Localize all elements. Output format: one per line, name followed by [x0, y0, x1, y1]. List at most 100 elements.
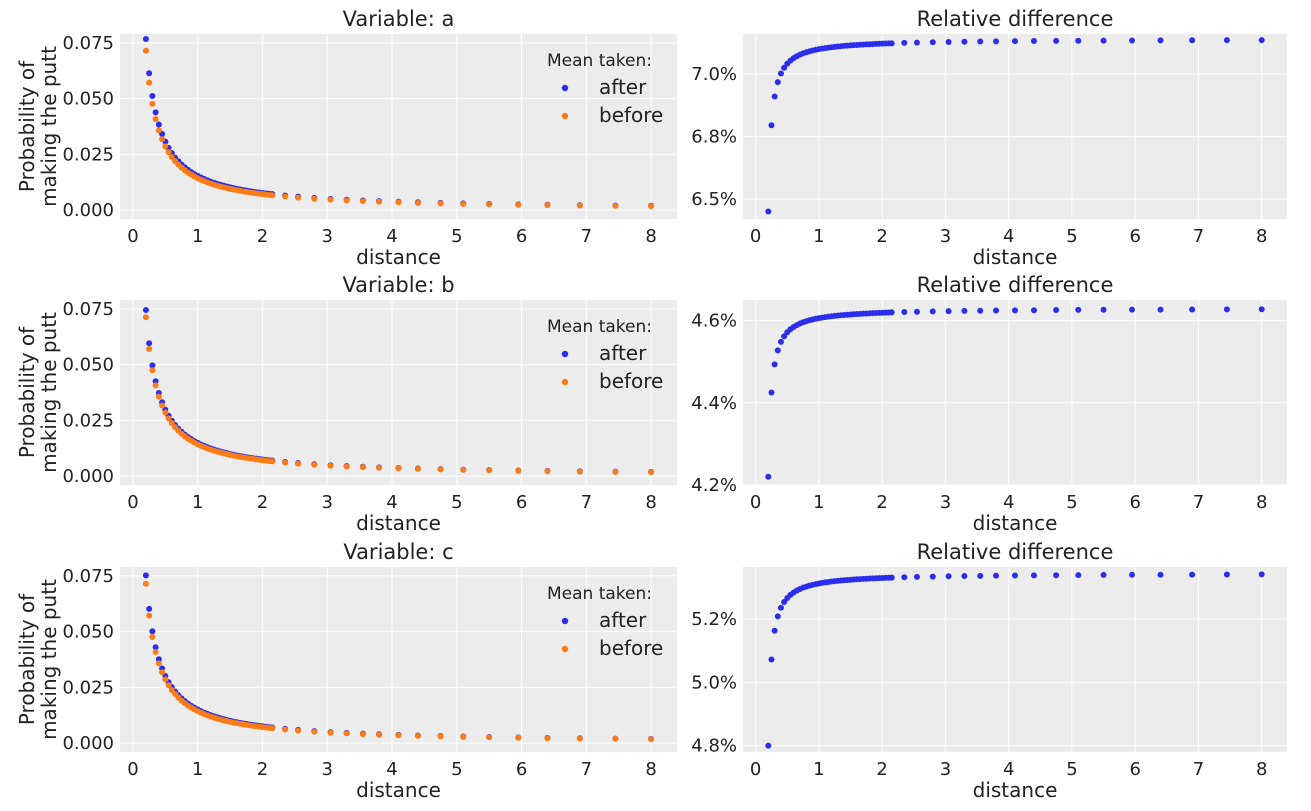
data-point [149, 93, 156, 100]
y-tick-label: 0.000 [62, 733, 114, 754]
data-point [544, 468, 551, 475]
x-tick-label: 0 [127, 759, 138, 780]
data-point [152, 644, 159, 651]
data-point [648, 203, 655, 210]
y-tick-label: 0.050 [62, 355, 114, 376]
plot-area [120, 567, 677, 752]
x-tick-label: 4 [386, 226, 397, 247]
x-tick-label: 6 [1129, 759, 1140, 780]
x-tick-label: 7 [1193, 492, 1204, 513]
data-point [165, 415, 172, 422]
data-point [1129, 571, 1136, 578]
legend-label-before: before [599, 636, 663, 660]
data-point [460, 466, 467, 473]
x-tick-label: 4 [1003, 226, 1014, 247]
x-tick-label: 8 [1256, 759, 1267, 780]
data-point [781, 599, 788, 606]
data-point [1223, 37, 1230, 44]
data-point [929, 573, 936, 580]
y-tick-label: 0.025 [62, 677, 114, 698]
x-tick-label: 7 [581, 492, 592, 513]
x-tick-label: 6 [516, 226, 527, 247]
plot-area [743, 567, 1287, 752]
x-tick-label: 6 [1129, 492, 1140, 513]
data-point [768, 389, 775, 396]
legend: Mean taken: after before [547, 51, 663, 127]
data-point [295, 194, 302, 201]
data-point [576, 202, 583, 209]
data-point [460, 200, 467, 207]
x-tick-label: 1 [813, 492, 824, 513]
data-point [159, 402, 166, 409]
data-point [359, 464, 366, 471]
data-point [414, 465, 421, 472]
data-point [162, 409, 169, 416]
data-point [1030, 572, 1037, 579]
data-point [1012, 307, 1018, 314]
x-tick-label: 1 [813, 759, 824, 780]
data-point [1012, 572, 1018, 579]
data-point [1030, 38, 1037, 45]
legend-marker-before [561, 378, 569, 386]
data-point [901, 574, 908, 581]
data-point [1075, 572, 1082, 579]
data-point [327, 462, 334, 469]
data-point [993, 307, 1000, 314]
data-point [977, 38, 984, 45]
data-point [359, 198, 366, 205]
data-point [155, 121, 162, 128]
data-point [515, 734, 522, 741]
data-point [146, 605, 153, 612]
data-point [1223, 306, 1230, 313]
y-tick-label: 4.4% [691, 393, 737, 414]
data-point [414, 199, 421, 206]
panel-5: Variable: c 0 1 2 3 4 5 6 7 8 0.000 0.025 0.050 0.075… [15, 540, 677, 802]
data-point [1157, 306, 1164, 313]
x-tick-label: 8 [645, 759, 656, 780]
series-before [142, 314, 655, 476]
data-point [168, 153, 175, 160]
data-point [142, 307, 149, 314]
data-point [777, 604, 784, 611]
data-point [414, 732, 421, 739]
y-tick-label: 0.000 [62, 466, 114, 487]
data-point [162, 676, 169, 683]
data-point [152, 649, 159, 656]
data-point [343, 730, 350, 737]
x-tick-label: 3 [940, 226, 951, 247]
legend-label-after: after [599, 608, 647, 632]
data-point [437, 466, 444, 473]
x-tick-label: 5 [1066, 226, 1077, 247]
legend: Mean taken: after before [547, 317, 663, 393]
data-point [1100, 306, 1107, 313]
series-relative-difference [765, 37, 1265, 215]
data-point [295, 460, 302, 467]
y-tick-label: 0.075 [62, 299, 114, 320]
data-point [155, 393, 162, 400]
data-point [295, 727, 302, 734]
chart-title: Relative difference [917, 273, 1114, 297]
x-tick-label: 6 [516, 492, 527, 513]
y-tick-label: 4.6% [691, 311, 737, 332]
y-axis-label: Probability ofmaking the putt [15, 579, 61, 740]
data-point [142, 572, 149, 579]
data-point [327, 729, 334, 736]
data-point [648, 469, 655, 476]
data-point [395, 465, 402, 472]
x-tick-label: 1 [192, 759, 203, 780]
x-tick-label: 2 [257, 759, 268, 780]
x-tick-label: 1 [813, 226, 824, 247]
data-point [913, 573, 920, 580]
plot-area [120, 34, 677, 219]
y-tick-label: 5.2% [691, 609, 737, 630]
data-point [486, 467, 493, 474]
x-tick-label: 7 [581, 226, 592, 247]
data-point [146, 70, 153, 77]
legend-title: Mean taken: [547, 51, 652, 71]
x-tick-label: 6 [1129, 226, 1140, 247]
series-before [142, 580, 655, 743]
panel-6: Relative difference 0 1 2 3 4 5 6 7 8 4.8% 5.0% 5.2%… [691, 540, 1287, 802]
data-point [1157, 571, 1164, 578]
data-point [961, 573, 968, 580]
data-point [768, 656, 775, 663]
